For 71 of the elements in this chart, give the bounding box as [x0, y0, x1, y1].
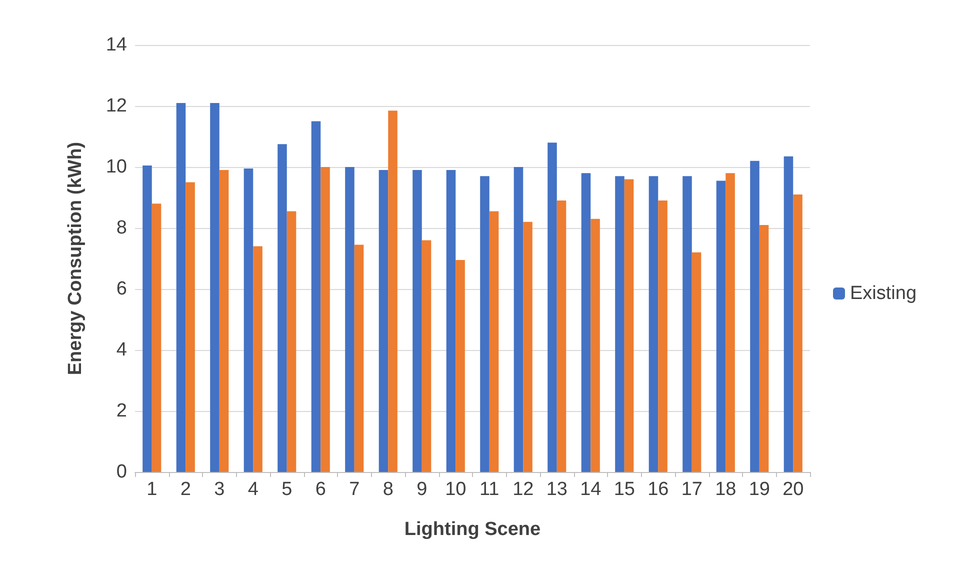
bar [152, 204, 162, 472]
bar [514, 167, 524, 472]
legend-label: Existing [850, 283, 917, 304]
x-tick-label: 16 [648, 479, 669, 500]
x-tick-label: 6 [315, 479, 326, 500]
bar [456, 260, 465, 472]
bar [682, 176, 692, 472]
bar [624, 179, 634, 472]
bar [615, 176, 624, 472]
y-axis-title: Energy Consuption (kWh) [65, 142, 86, 376]
y-tick-label: 14 [106, 34, 128, 56]
y-tick-label: 6 [116, 278, 127, 300]
bar [793, 194, 802, 472]
bar [548, 142, 557, 472]
bar [219, 170, 229, 472]
bar [253, 246, 262, 472]
bar [210, 102, 220, 472]
x-tick-label: 5 [282, 479, 292, 500]
bar [142, 165, 152, 472]
bar [345, 167, 354, 472]
bar [278, 144, 287, 472]
x-tick-label: 15 [614, 479, 635, 500]
bar [412, 170, 422, 472]
x-tick-label: 3 [214, 479, 225, 500]
bar [759, 224, 769, 472]
x-tick-label: 4 [248, 479, 259, 500]
bar [480, 176, 490, 472]
x-tick-label: 11 [480, 479, 500, 500]
bar [556, 200, 566, 472]
bar [489, 211, 499, 472]
x-tick-label: 20 [782, 479, 804, 500]
bar [422, 240, 432, 472]
x-tick-label: 19 [748, 479, 770, 500]
y-tick-label: 2 [116, 400, 127, 422]
y-tick-label: 10 [106, 156, 127, 178]
bar [590, 218, 600, 472]
x-tick-label: 12 [512, 479, 534, 500]
bar [692, 252, 702, 472]
bar [784, 156, 794, 472]
bar [320, 167, 330, 472]
x-axis-title: Lighting Scene [404, 519, 541, 540]
x-tick-label: 1 [146, 479, 158, 500]
bar [286, 211, 296, 472]
bar [388, 110, 398, 472]
x-tick-label: 17 [681, 479, 702, 500]
bar [726, 173, 735, 472]
bar [311, 121, 321, 472]
bar [750, 160, 760, 472]
x-tick-label: 14 [580, 479, 602, 500]
y-tick-label: 0 [116, 462, 127, 482]
x-tick-label: 18 [715, 479, 736, 500]
x-tick-label: 9 [416, 479, 428, 500]
bar [378, 170, 388, 472]
bar [354, 244, 364, 472]
bar [658, 200, 668, 472]
y-tick-label: 8 [116, 218, 127, 238]
bar [446, 170, 456, 472]
bar [186, 182, 195, 472]
x-tick-label: 8 [382, 479, 394, 500]
x-tick-label: 7 [349, 479, 360, 500]
bar [648, 176, 658, 472]
bar [581, 173, 591, 472]
x-tick-label: 2 [180, 479, 191, 500]
bar [244, 168, 254, 472]
y-tick-label: 12 [106, 96, 127, 116]
bar [716, 180, 726, 472]
bar [176, 102, 186, 472]
y-tick-label: 4 [116, 340, 128, 360]
bar [523, 222, 532, 472]
x-tick-label: 13 [546, 479, 568, 500]
x-tick-label: 10 [445, 479, 466, 500]
